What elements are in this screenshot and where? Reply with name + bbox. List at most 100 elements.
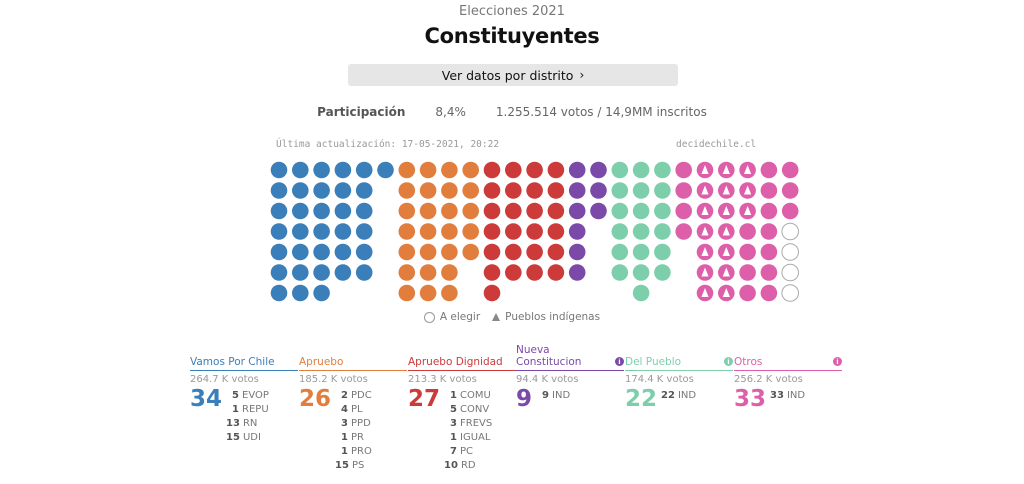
coalition-votes: 213.3 K votos [408, 374, 477, 385]
coalition-card[interactable]: Apruebo Dignidad 213.3 K votos 27 1 COMU 5 CON… [408, 344, 516, 473]
seat [568, 182, 586, 199]
seat [739, 264, 756, 281]
seat [270, 264, 288, 281]
party-name: FREVS [460, 418, 493, 429]
legend-indigenous-label: Pueblos indígenas [505, 311, 601, 323]
indigenous-icon [722, 185, 730, 195]
indigenous-icon [722, 206, 730, 215]
coalition-name: Vamos Por Chile [190, 344, 298, 371]
seat [334, 182, 352, 199]
seat [526, 161, 543, 179]
indigenous-seat [718, 202, 735, 220]
seat [526, 243, 543, 261]
indigenous-seat [718, 223, 735, 240]
party-seats: 1 [232, 404, 240, 415]
indigenous-seat [696, 182, 714, 199]
seat [675, 202, 692, 220]
empty-seat [781, 284, 800, 302]
seat [270, 161, 288, 179]
seat [632, 284, 650, 302]
seat [611, 182, 629, 199]
seat [568, 243, 586, 261]
seat [483, 161, 501, 179]
coalition-name-text: Apruebo [299, 356, 344, 368]
seat [313, 223, 330, 240]
party-seats: 7 [450, 446, 458, 457]
coalition-votes: 94.4 K votos [516, 374, 579, 385]
party-seats: 1 [450, 432, 458, 443]
coalition-name-text: Del Pueblo [625, 356, 682, 368]
indigenous-seat [696, 284, 714, 302]
district-data-button[interactable]: Ver datos por distrito › [348, 64, 678, 86]
seat [483, 202, 501, 220]
seat [398, 182, 416, 199]
info-icon[interactable]: i [833, 357, 842, 366]
party-name: EVOP [242, 390, 269, 401]
last-updated: Última actualización: 17-05-2021, 20:22 [276, 139, 500, 150]
seat [270, 202, 288, 220]
party-name: PPD [351, 418, 371, 429]
coalition-votes: 256.2 K votos [734, 374, 803, 385]
party-list: 2 PDC 4 PL 3 PPD 1 PR 1 PRO 15 PS [335, 389, 372, 473]
seat [760, 202, 778, 220]
coalition-card[interactable]: Otros i 256.2 K votos 33 33 IND [734, 344, 842, 411]
seat [292, 284, 309, 302]
seat [462, 182, 480, 199]
seat [760, 161, 778, 179]
seat [505, 223, 522, 240]
party-seats: 5 [450, 404, 458, 415]
seat [547, 243, 565, 261]
indigenous-icon [722, 288, 730, 297]
party-row: 3 FREVS [444, 417, 492, 431]
indigenous-icon [722, 267, 730, 277]
party-row: 10 RD [444, 459, 492, 473]
seat [441, 264, 458, 281]
seat [377, 161, 394, 179]
info-icon[interactable]: i [724, 357, 733, 366]
seat [334, 264, 352, 281]
seat [483, 182, 501, 199]
seat [462, 223, 480, 240]
participation-bar: Participación 8,4% 1.255.514 votos / 14,… [0, 105, 1024, 119]
seat [505, 264, 522, 281]
seat [313, 182, 330, 199]
coalition-card[interactable]: Apruebo 185.2 K votos 26 2 PDC 4 PL 3 PPD 1 PR 1 PRO… [299, 344, 407, 473]
seat [632, 243, 650, 261]
seat [462, 202, 480, 220]
party-list: 5 EVOP 1 REPU 13 RN 15 UDI [226, 389, 269, 445]
party-name: IND [552, 390, 571, 401]
seat [526, 182, 543, 199]
seat [441, 161, 458, 179]
party-row: 5 CONV [444, 403, 492, 417]
indigenous-seat [718, 243, 735, 261]
seat [334, 243, 352, 261]
seat [334, 223, 352, 240]
coalition-card[interactable]: Vamos Por Chile 264.7 K votos 34 5 EVOP 1 REPU… [190, 344, 298, 445]
info-icon[interactable]: i [615, 357, 624, 366]
indigenous-icon [722, 226, 730, 236]
coalition-votes: 264.7 K votos [190, 374, 259, 385]
party-row: 5 EVOP [226, 389, 269, 403]
seat [611, 161, 629, 179]
seat [632, 161, 650, 179]
source-link[interactable]: decidechile.cl [676, 139, 757, 150]
party-seats: 1 [450, 390, 458, 401]
empty-seat-icon [423, 311, 435, 323]
party-name: PC [460, 446, 474, 457]
party-row: 15 PS [335, 459, 372, 473]
coalition-list: Vamos Por Chile 264.7 K votos 34 5 EVOP 1 REPU… [190, 344, 842, 484]
indigenous-icon [701, 165, 709, 174]
legend-indigenous: Pueblos indígenas [492, 311, 600, 323]
party-seats: 13 [226, 418, 240, 429]
district-button-label: Ver datos por distrito [441, 67, 574, 83]
indigenous-icon [701, 247, 709, 256]
coalition-body: 27 1 COMU 5 CONV 3 FREVS 1 IGUAL 7 PC 10 RD [408, 387, 516, 473]
coalition-card[interactable]: Del Pueblo i 174.4 K votos 22 22 IND [625, 344, 733, 411]
seat [739, 284, 756, 302]
seat [355, 202, 373, 220]
indigenous-seat [718, 284, 735, 302]
legend-pending: A elegir [423, 311, 480, 323]
coalition-card[interactable]: Nueva Constitucion i 94.4 K votos 9 9 IND [516, 344, 624, 411]
seat [292, 243, 309, 261]
coalition-votes: 185.2 K votos [299, 374, 368, 385]
